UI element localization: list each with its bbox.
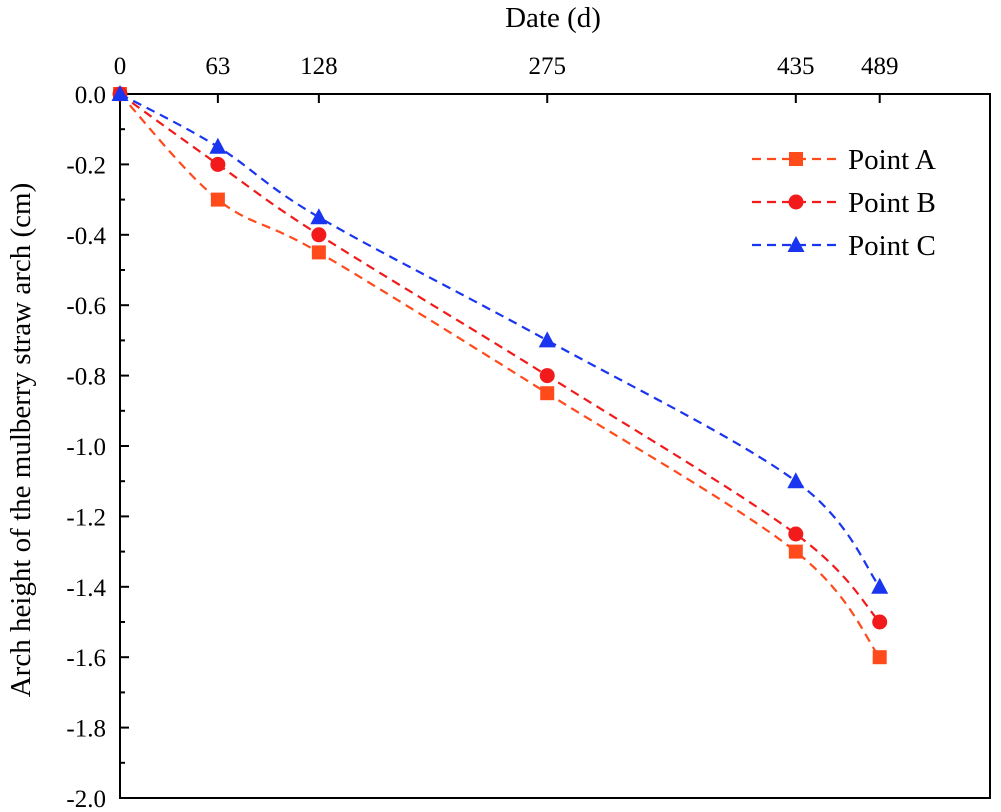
y-tick-label: -2.0 [66,786,106,812]
x-tick-label: 63 [205,53,230,80]
data-point-point-c [209,137,227,154]
data-point-point-c [538,331,556,348]
axes: 0.0 -0.2 -0.4 -0.6 -0.8 -1.0 -1.2 -1.4 -1.6 -1.8 -… [66,53,991,812]
data-point-point-b [210,156,226,172]
legend: Point A Point B Point C [752,144,936,262]
y-tick-label: -0.4 [66,223,106,250]
y-tick-label: -0.2 [66,152,106,179]
data-point-point-b [872,614,888,630]
legend-label-point-a: Point A [848,144,936,176]
data-point-point-c [871,577,889,594]
x-tick-label: 275 [528,53,566,80]
data-point-point-a [872,650,887,665]
series-line-point-a [119,93,881,658]
legend-marker-point-b [788,194,804,210]
data-point-point-a [311,245,326,260]
data-point-point-a [540,386,555,401]
y-tick-label: -1.8 [66,716,106,743]
legend-label-point-c: Point C [848,230,936,262]
y-tick-label: -1.4 [66,575,106,602]
legend-marker-point-a [789,152,803,166]
y-tick-label: -1.2 [66,504,106,531]
data-point-point-c [310,208,328,225]
y-axis-title: Arch height of the mulberry straw arch (… [5,183,37,698]
series-group [111,85,889,665]
data-point-point-b [788,526,804,542]
data-point-point-b [311,227,327,243]
y-tick-label: -0.6 [66,293,106,320]
data-point-point-a [788,544,803,559]
legend-label-point-b: Point B [848,187,936,219]
y-tick-label: -1.0 [66,434,106,461]
x-tick-label: 435 [777,53,815,80]
x-tick-label: 489 [861,53,899,80]
data-point-point-b [539,368,555,384]
legend-marker-point-c [787,236,805,252]
y-tick-label: -1.6 [66,645,106,672]
y-tick-label: 0.0 [75,82,106,109]
y-tick-label: -0.8 [66,364,106,391]
data-point-point-a [210,192,225,207]
series-line-point-b [119,93,881,623]
x-tick-label: 128 [300,53,338,80]
data-point-point-c [111,85,129,101]
x-tick-label: 0 [114,53,127,80]
data-point-point-c [787,472,805,489]
x-axis-title: Date (d) [505,2,601,34]
